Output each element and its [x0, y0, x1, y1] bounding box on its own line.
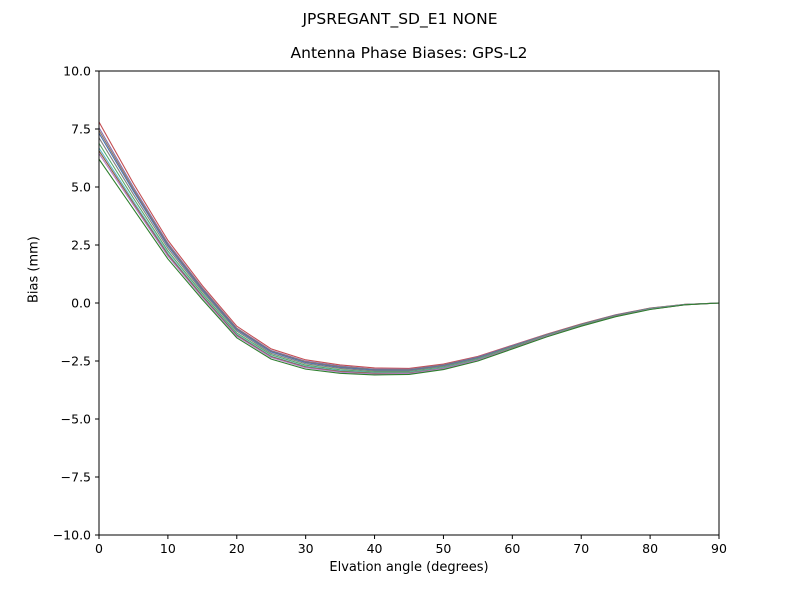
series-line-series-1	[98, 121, 720, 369]
series-line-series-2	[98, 127, 720, 370]
y-axis-label-text: Bias (mm)	[26, 236, 42, 303]
x-tick-label: 30	[298, 541, 314, 556]
series-line-series-5	[98, 137, 720, 372]
x-tick-label: 40	[367, 541, 383, 556]
x-tick-label: 60	[504, 541, 520, 556]
series-line-series-9	[98, 153, 720, 375]
y-tick-label: 7.5	[71, 122, 91, 137]
series-line-series-3	[98, 129, 720, 371]
x-tick-label: 0	[95, 541, 103, 556]
y-tick-label: −2.5	[61, 354, 91, 369]
x-axis-label: Elvation angle (degrees)	[329, 560, 489, 575]
y-tick-label: −7.5	[61, 470, 91, 485]
x-tick-label: 20	[229, 541, 245, 556]
figure-suptitle: JPSREGANT_SD_E1 NONE	[302, 10, 498, 28]
x-tick-label: 90	[711, 541, 727, 556]
x-tick-label: 50	[435, 541, 451, 556]
y-tick-label: 0.0	[71, 296, 91, 311]
x-tick-label: 10	[160, 541, 176, 556]
y-tick-label: 5.0	[71, 180, 91, 195]
series-line-series-4	[98, 132, 720, 371]
axes-title: Antenna Phase Biases: GPS-L2	[290, 44, 528, 62]
series-line-series-10	[98, 158, 720, 376]
y-tick-label: 10.0	[63, 64, 91, 79]
x-tick-label: 80	[642, 541, 658, 556]
y-tick-label: 2.5	[71, 238, 91, 253]
y-tick-label: −10.0	[53, 528, 91, 543]
y-tick-label: −5.0	[61, 412, 91, 427]
series-line-series-7	[98, 147, 720, 374]
series-line-series-6	[98, 142, 720, 373]
axes-frame	[98, 70, 720, 536]
series-line-series-8	[98, 150, 720, 374]
x-tick-label: 70	[573, 541, 589, 556]
